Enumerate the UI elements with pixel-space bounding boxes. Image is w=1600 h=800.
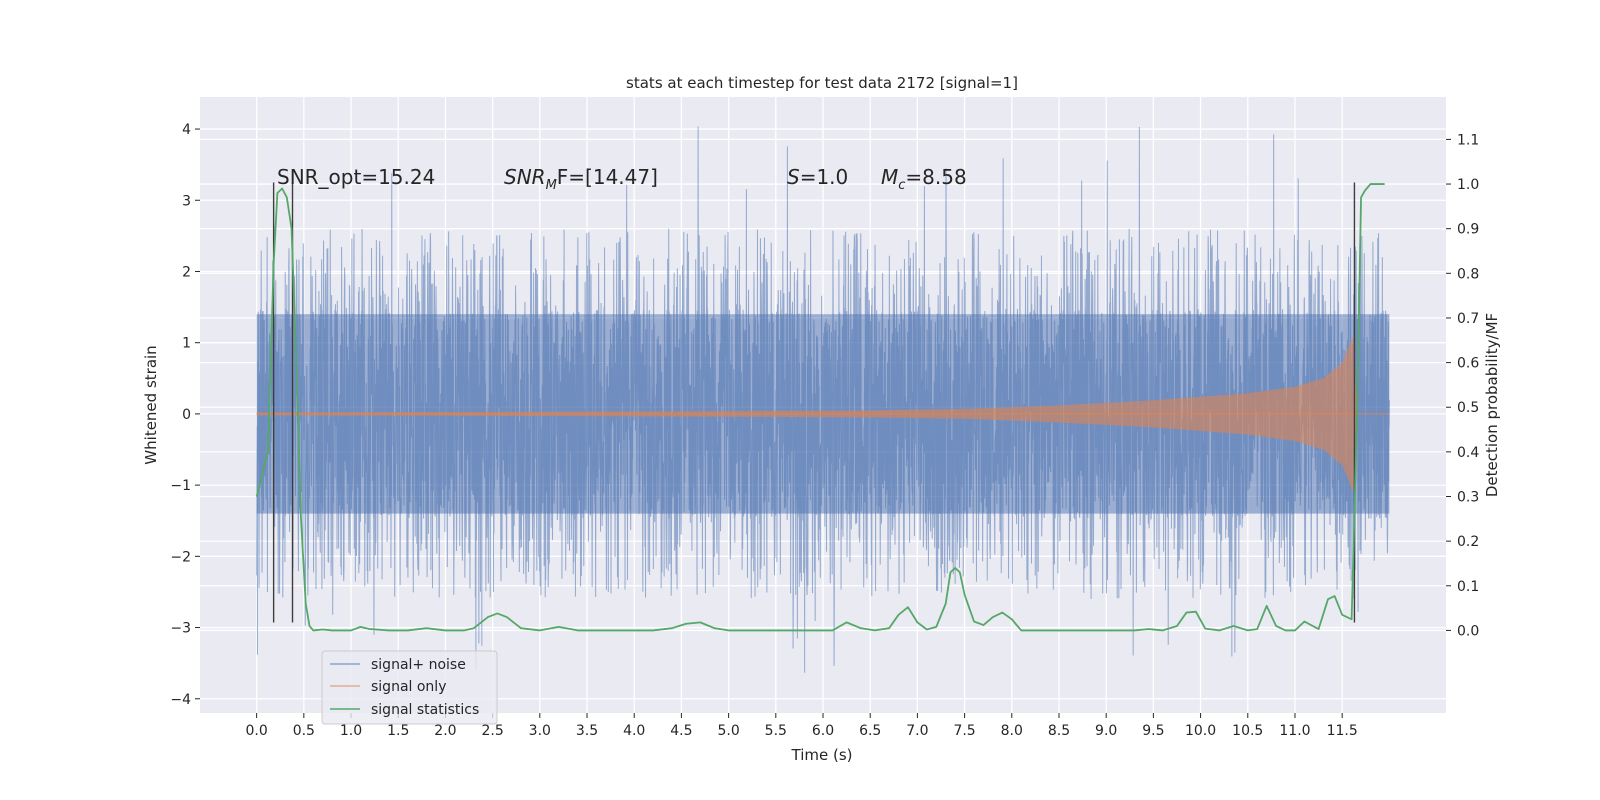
- annotations: SNR_opt=15.24 SNRMF=[14.47] S=1.0 Mc=8.5…: [277, 165, 967, 193]
- annotation-mc: Mc=8.58: [881, 165, 967, 193]
- x-tick-label: 0.5: [293, 723, 315, 739]
- x-tick-label: 4.0: [623, 723, 645, 739]
- y-tick-label: −4: [170, 692, 191, 708]
- noise-trace: [256, 126, 1390, 673]
- y2-tick-label: 0.6: [1457, 356, 1479, 372]
- x-tick-label: 0.0: [246, 723, 268, 739]
- x-tick-label: 5.0: [717, 723, 739, 739]
- x-tick-label: 11.5: [1327, 723, 1358, 739]
- legend-box: [321, 650, 498, 725]
- y-tick-label: 3: [182, 193, 191, 209]
- x-tick-label: 10.5: [1232, 723, 1263, 739]
- y2-tick-label: 0.4: [1457, 445, 1479, 461]
- x-tick-label: 9.0: [1095, 723, 1117, 739]
- y2-tick-label: 0.8: [1457, 266, 1479, 282]
- x-tick-label: 7.5: [953, 723, 975, 739]
- y2-tick-label: 0.2: [1457, 534, 1479, 550]
- y2-tick-label: 0.3: [1457, 490, 1479, 506]
- x-tick-label: 5.5: [765, 723, 787, 739]
- x-tick-label: 1.5: [387, 723, 409, 739]
- x-tick-label: 8.0: [1001, 723, 1023, 739]
- x-tick-label: 11.0: [1279, 723, 1310, 739]
- y-tick-label: 2: [182, 264, 191, 280]
- x-axis-label: Time (s): [791, 746, 853, 764]
- y2-tick-label: 1.1: [1457, 132, 1479, 148]
- y2-axis-label: Detection probability/MF: [1483, 313, 1501, 497]
- x-tick-label: 6.5: [859, 723, 881, 739]
- x-tick-label: 8.5: [1048, 723, 1070, 739]
- legend: signal+ noise signal only signal statist…: [321, 650, 498, 725]
- y2-tick-label: 0.5: [1457, 400, 1479, 416]
- x-tick-label: 1.0: [340, 723, 362, 739]
- y-tick-label: −1: [170, 478, 191, 494]
- legend-label-signal-noise: signal+ noise: [371, 657, 466, 673]
- x-tick-label: 7.0: [906, 723, 928, 739]
- statistics-line: [255, 183, 1385, 632]
- y-tick-label: −3: [170, 621, 191, 637]
- axes: 0.0 0.5 1.0 1.5 2.0 2.5 3.0 3.5 4.0 4.5 5.0 5.5 6.0 6…: [170, 122, 1479, 739]
- y-axis-label: Whitened strain: [142, 345, 160, 464]
- y2-tick-label: 0.7: [1457, 311, 1479, 327]
- x-tick-label: 2.0: [434, 723, 456, 739]
- x-tick-label: 6.0: [812, 723, 834, 739]
- legend-label-signal-statistics: signal statistics: [371, 702, 479, 718]
- y2-tick-label: 0.1: [1457, 579, 1479, 595]
- annotation-snr-mf: SNRMF=[14.47]: [504, 165, 658, 193]
- y-tick-label: 4: [182, 122, 191, 138]
- y2-tick-label: 1.0: [1457, 177, 1479, 193]
- y2-tick-label: 0.0: [1457, 623, 1479, 639]
- x-tick-label: 3.0: [529, 723, 551, 739]
- x-tick-label: 9.5: [1142, 723, 1164, 739]
- x-tick-label: 2.5: [481, 723, 503, 739]
- y2-tick-label: 0.9: [1457, 222, 1479, 238]
- legend-label-signal-only: signal only: [371, 679, 446, 695]
- x-tick-label: 3.5: [576, 723, 598, 739]
- series-signal-only: [256, 335, 1390, 493]
- y-tick-label: 1: [182, 336, 191, 352]
- x-tick-label: 4.5: [670, 723, 692, 739]
- y-tick-label: 0: [182, 407, 191, 423]
- x-tick-label: 10.0: [1185, 723, 1216, 739]
- annotation-snr-opt: SNR_opt=15.24: [277, 165, 435, 189]
- series-signal-statistics: [255, 183, 1385, 632]
- y-tick-label: −2: [170, 549, 191, 565]
- chart-title: stats at each timestep for test data 217…: [626, 74, 1018, 92]
- annotation-s: S=1.0: [787, 165, 848, 189]
